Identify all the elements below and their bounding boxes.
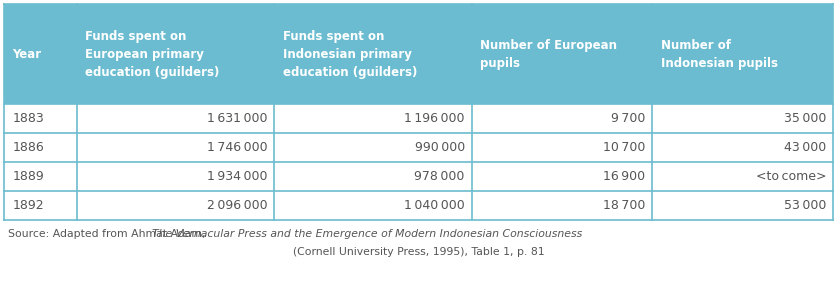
Text: The Vernacular Press and the Emergence of Modern Indonesian Consciousness: The Vernacular Press and the Emergence o…	[152, 229, 582, 239]
Bar	[4, 4, 832, 104]
Text: 53 000: 53 000	[782, 199, 825, 212]
Text: 978 000: 978 000	[414, 170, 464, 183]
Text: 43 000: 43 000	[783, 141, 825, 154]
Text: 1886: 1886	[13, 141, 44, 154]
Text: 10 700: 10 700	[603, 141, 645, 154]
Text: 1 934 000: 1 934 000	[206, 170, 268, 183]
Bar	[4, 104, 832, 133]
Text: 1892: 1892	[13, 199, 44, 212]
Bar	[4, 133, 832, 162]
Text: 1 631 000: 1 631 000	[206, 112, 268, 125]
Text: 1883: 1883	[13, 112, 44, 125]
Text: Funds spent on
Indonesian primary
education (guilders): Funds spent on Indonesian primary educat…	[283, 30, 416, 79]
Bar	[4, 162, 832, 191]
Text: Number of
Indonesian pupils: Number of Indonesian pupils	[660, 39, 777, 70]
Text: Funds spent on
European primary
education (guilders): Funds spent on European primary educatio…	[85, 30, 220, 79]
Text: 35 000: 35 000	[782, 112, 825, 125]
Text: (Cornell University Press, 1995), Table 1, p. 81: (Cornell University Press, 1995), Table …	[293, 247, 543, 257]
Text: 9 700: 9 700	[610, 112, 645, 125]
Text: 1889: 1889	[13, 170, 44, 183]
Text: 16 900: 16 900	[603, 170, 645, 183]
Text: Source: Adapted from Ahmat Adam,: Source: Adapted from Ahmat Adam,	[8, 229, 209, 239]
Text: 1 040 000: 1 040 000	[404, 199, 464, 212]
Text: Number of European
pupils: Number of European pupils	[479, 39, 616, 70]
Text: 18 700: 18 700	[603, 199, 645, 212]
Text: 990 000: 990 000	[414, 141, 464, 154]
Bar	[4, 191, 832, 220]
Text: <to come>: <to come>	[755, 170, 825, 183]
Text: Year: Year	[13, 48, 42, 61]
Text: 2 096 000: 2 096 000	[206, 199, 268, 212]
Text: 1 746 000: 1 746 000	[206, 141, 268, 154]
Text: 1 196 000: 1 196 000	[404, 112, 464, 125]
